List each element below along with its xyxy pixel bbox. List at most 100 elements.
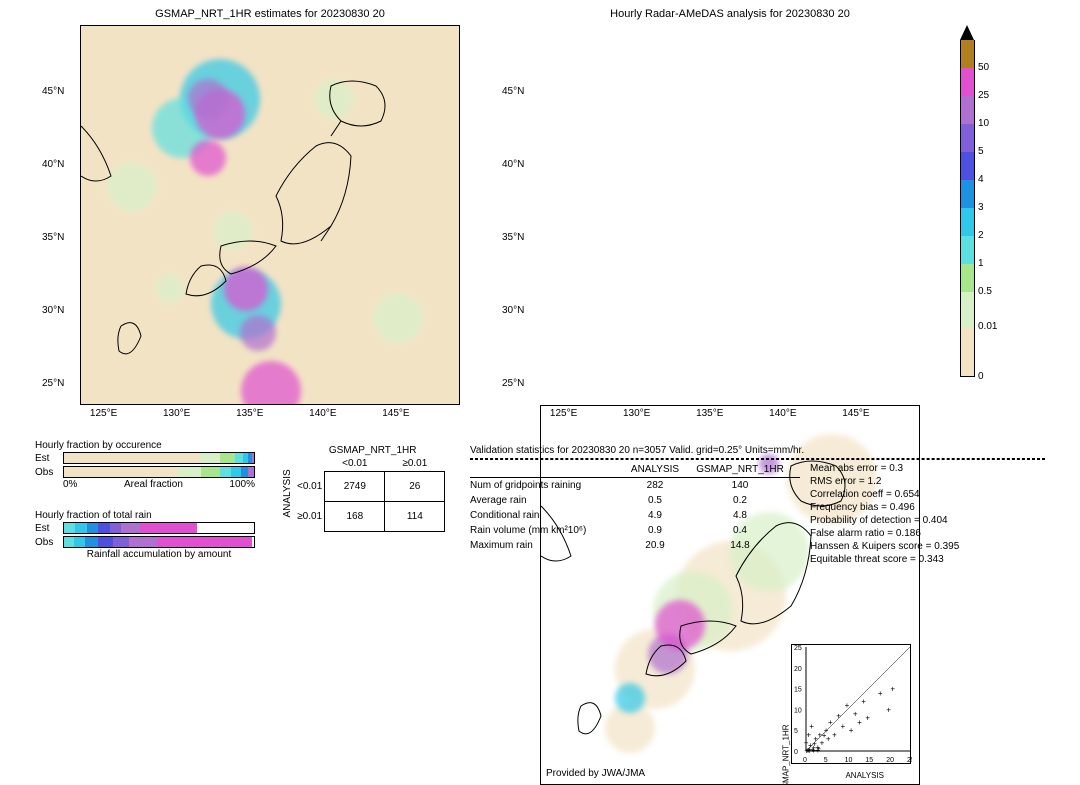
hft-rows-row-1: Obs bbox=[35, 535, 255, 549]
svg-text:+: + bbox=[886, 705, 891, 714]
colorbar-label-1: 0.01 bbox=[978, 321, 997, 332]
svg-text:25: 25 bbox=[794, 645, 802, 652]
colorbar-seg-8 bbox=[960, 96, 975, 124]
colorbar-seg-1 bbox=[960, 292, 975, 327]
hft-rows-label-1: Obs bbox=[35, 537, 63, 548]
stat-v2-3: 0.4 bbox=[690, 525, 790, 536]
bar-segment bbox=[252, 453, 254, 463]
ct-rowh-1: ≥0.01 bbox=[295, 502, 325, 532]
hft-title: Hourly fraction of total rain bbox=[35, 510, 255, 521]
scatter-xlabel: ANALYSIS bbox=[845, 771, 884, 780]
svg-text:+: + bbox=[815, 746, 820, 755]
right-yticks-3: 40°N bbox=[502, 159, 524, 170]
contingency-coltitle: GSMAP_NRT_1HR bbox=[280, 445, 445, 456]
colorbar-seg-4 bbox=[960, 208, 975, 236]
bar-segment bbox=[129, 537, 158, 547]
scatter-ylabel: GSMAP_NRT_1HR bbox=[782, 725, 791, 785]
svg-text:10: 10 bbox=[845, 757, 853, 764]
hourly-fraction-occurrence-panel: Hourly fraction by occurence EstObs 0% A… bbox=[35, 440, 255, 490]
stat-label-1: Average rain bbox=[470, 495, 620, 506]
svg-text:15: 15 bbox=[865, 757, 873, 764]
colorbar-label-8: 10 bbox=[978, 118, 989, 129]
left-yticks-2: 35°N bbox=[42, 232, 64, 243]
metric-3: Frequency bias = 0.496 bbox=[810, 501, 959, 514]
right-yticks-0: 25°N bbox=[502, 378, 524, 389]
stat-v2-4: 14.8 bbox=[690, 540, 790, 551]
stat-v2-2: 4.8 bbox=[690, 510, 790, 521]
stat-row-3: Rain volume (mm km²10⁶)0.90.4 bbox=[470, 523, 800, 538]
metric-4: Probability of detection = 0.404 bbox=[810, 514, 959, 527]
right-xticks-1: 130°E bbox=[623, 408, 650, 419]
stat-label-3: Rain volume (mm km²10⁶) bbox=[470, 525, 620, 536]
svg-text:+: + bbox=[806, 730, 811, 739]
svg-text:+: + bbox=[828, 718, 833, 727]
hfo-rows-row-1: Obs bbox=[35, 465, 255, 479]
validation-panel: Validation statistics for 20230830 20 n=… bbox=[470, 445, 1045, 566]
contingency-panel: GSMAP_NRT_1HR ANALYSIS <0.01 ≥0.01 <0.01… bbox=[280, 445, 445, 532]
colorbar-seg-0 bbox=[960, 327, 975, 377]
svg-text:20: 20 bbox=[794, 666, 802, 673]
hft-rows-track-0 bbox=[63, 522, 255, 534]
bar-segment bbox=[241, 467, 249, 477]
contingency-rowtitle: ANALYSIS bbox=[280, 456, 295, 532]
hft-xlabel: Rainfall accumulation by amount bbox=[35, 549, 255, 560]
colorbar-label-3: 1 bbox=[978, 258, 984, 269]
bar-segment bbox=[64, 537, 74, 547]
bar-segment bbox=[87, 523, 98, 533]
metric-1: RMS error = 1.2 bbox=[810, 475, 959, 488]
svg-text:+: + bbox=[832, 730, 837, 739]
svg-text:15: 15 bbox=[794, 687, 802, 694]
stat-v1-1: 0.5 bbox=[620, 495, 690, 506]
svg-text:+: + bbox=[836, 712, 841, 721]
bar-segment bbox=[201, 453, 220, 463]
bar-segment bbox=[74, 537, 85, 547]
bar-segment bbox=[98, 523, 109, 533]
left-yticks-4: 45°N bbox=[42, 86, 64, 97]
svg-text:5: 5 bbox=[794, 728, 798, 735]
colorbar-seg-6 bbox=[960, 152, 975, 180]
stat-v1-2: 4.9 bbox=[620, 510, 690, 521]
svg-text:+: + bbox=[890, 685, 895, 694]
right-yticks-1: 30°N bbox=[502, 305, 524, 316]
svg-text:+: + bbox=[845, 701, 850, 710]
stat-v2-0: 140 bbox=[690, 480, 790, 491]
metrics-list: Mean abs error = 0.3RMS error = 1.2Corre… bbox=[800, 462, 959, 566]
hfo-xleft: 0% bbox=[63, 479, 77, 490]
svg-text:+: + bbox=[809, 722, 814, 731]
colorbar-seg-11 bbox=[960, 25, 974, 40]
colorbar-seg-10 bbox=[960, 40, 975, 68]
colorbar-label-5: 3 bbox=[978, 202, 984, 213]
left-map bbox=[80, 25, 460, 405]
bar-segment bbox=[140, 523, 197, 533]
svg-text:+: + bbox=[865, 714, 870, 723]
ct-colh-0: <0.01 bbox=[325, 456, 385, 472]
svg-text:+: + bbox=[849, 726, 854, 735]
colorbar-seg-3 bbox=[960, 236, 975, 264]
bar-segment bbox=[64, 523, 75, 533]
svg-text:0: 0 bbox=[803, 757, 807, 764]
ct-00: 2749 bbox=[325, 472, 385, 502]
svg-text:25: 25 bbox=[907, 757, 912, 764]
colorbar-seg-9 bbox=[960, 68, 975, 96]
ct-11: 114 bbox=[385, 502, 445, 532]
stats-col1: ANALYSIS bbox=[620, 464, 690, 475]
bar-segment bbox=[98, 537, 113, 547]
svg-text:+: + bbox=[840, 722, 845, 731]
contingency-table: ANALYSIS <0.01 ≥0.01 <0.01 2749 26 ≥0.01… bbox=[280, 456, 445, 532]
left-yticks-1: 30°N bbox=[42, 305, 64, 316]
hfo-xright: 100% bbox=[229, 479, 255, 490]
ct-colh-1: ≥0.01 bbox=[385, 456, 445, 472]
right-yticks-2: 35°N bbox=[502, 232, 524, 243]
colorbar-label-2: 0.5 bbox=[978, 286, 992, 297]
stat-label-0: Num of gridpoints raining bbox=[470, 480, 620, 491]
bar-segment bbox=[64, 453, 201, 463]
bar-segment bbox=[235, 453, 243, 463]
hfo-rows-track-0 bbox=[63, 452, 255, 464]
hourly-fraction-total-panel: Hourly fraction of total rain Est Obs Rai… bbox=[35, 510, 255, 560]
stat-row-0: Num of gridpoints raining282140 bbox=[470, 478, 800, 493]
hft-rows-label-0: Est bbox=[35, 523, 63, 534]
ct-10: 168 bbox=[325, 502, 385, 532]
stat-row-4: Maximum rain20.914.8 bbox=[470, 538, 800, 553]
colorbar-label-4: 2 bbox=[978, 230, 984, 241]
bar-segment bbox=[85, 537, 98, 547]
